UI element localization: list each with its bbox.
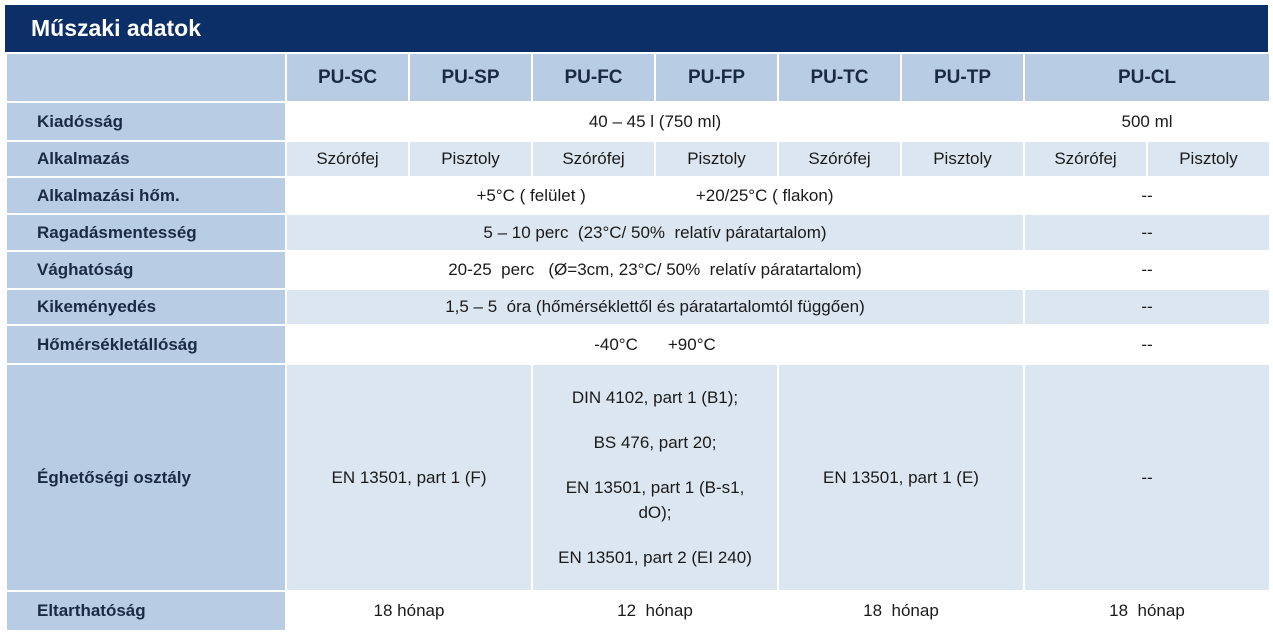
cell: 12 hónap	[531, 590, 779, 632]
row: Kikeményedés 1,5 – 5 óra (hőmérséklettől…	[5, 288, 1271, 326]
row: Hőmérsékletállóság -40°C +90°C --	[5, 324, 1271, 365]
row: Alkalmazás Szórófej Pisztoly Szórófej Pi…	[5, 140, 1271, 178]
cell: --	[1023, 250, 1271, 290]
cell: EN 13501, part 1 (E)	[777, 363, 1025, 592]
text: +5°C ( felület )	[476, 185, 586, 205]
header-row: PU-SC PU-SP PU-FC PU-FP PU-TC PU-TP PU-C…	[5, 52, 1271, 103]
cell: Szórófej	[777, 140, 902, 178]
row: Alkalmazási hőm. +5°C ( felület ) +20/25°…	[5, 176, 1271, 215]
row-label: Alkalmazás	[5, 140, 287, 178]
cell: 5 – 10 perc (23°C/ 50% relatív páratarta…	[285, 213, 1025, 252]
row-label: Kiadósság	[5, 101, 287, 142]
spec-table: PU-SC PU-SP PU-FC PU-FP PU-TC PU-TP PU-C…	[5, 52, 1271, 632]
col-head: PU-SP	[408, 52, 533, 103]
cell: 1,5 – 5 óra (hőmérséklettől és páratarta…	[285, 288, 1025, 326]
cell: 18 hónap	[285, 590, 533, 632]
text-line: BS 476, part 20;	[593, 433, 717, 452]
cell: --	[1023, 213, 1271, 252]
cell: 20-25 perc (Ø=3cm, 23°C/ 50% relatív pár…	[285, 250, 1025, 290]
cell: 18 hónap	[777, 590, 1025, 632]
cell: Szórófej	[1023, 140, 1148, 178]
text: +90°C	[667, 334, 716, 354]
col-head: PU-FP	[654, 52, 779, 103]
cell: 18 hónap	[1023, 590, 1271, 632]
cell: Szórófej	[531, 140, 656, 178]
cell: Pisztoly	[408, 140, 533, 178]
text: -40°C	[594, 334, 638, 354]
cell: Pisztoly	[1146, 140, 1271, 178]
col-head: PU-SC	[285, 52, 410, 103]
cell: Pisztoly	[654, 140, 779, 178]
cell: Pisztoly	[900, 140, 1025, 178]
row-label: Eltarthatóság	[5, 590, 287, 632]
row-label: Éghetőségi osztály	[5, 363, 287, 592]
cell: --	[1023, 324, 1271, 365]
text-line: DIN 4102, part 1 (B1);	[571, 388, 739, 407]
row-label: Kikeményedés	[5, 288, 287, 326]
row-label: Hőmérsékletállóság	[5, 324, 287, 365]
text-line: EN 13501, part 1 (B-s1, dO);	[565, 478, 750, 522]
cell: 40 – 45 l (750 ml)	[285, 101, 1025, 142]
text: +20/25°C ( flakon)	[695, 185, 834, 205]
cell: EN 13501, part 1 (F)	[285, 363, 533, 592]
text-line: EN 13501, part 2 (EI 240)	[558, 548, 752, 567]
col-head: PU-CL	[1023, 52, 1271, 103]
cell: --	[1023, 288, 1271, 326]
cell: DIN 4102, part 1 (B1); BS 476, part 20; …	[531, 363, 779, 592]
title: Műszaki adatok	[5, 5, 1268, 52]
cell: --	[1023, 176, 1271, 215]
row-label: Alkalmazási hőm.	[5, 176, 287, 215]
row: Éghetőségi osztály EN 13501, part 1 (F) …	[5, 363, 1271, 592]
row-label: Ragadásmentesség	[5, 213, 287, 252]
row: Eltarthatóság 18 hónap 12 hónap 18 hónap…	[5, 590, 1271, 632]
cell: +5°C ( felület ) +20/25°C ( flakon)	[285, 176, 1025, 215]
col-head: PU-TC	[777, 52, 902, 103]
cell: --	[1023, 363, 1271, 592]
col-head: PU-TP	[900, 52, 1025, 103]
cell: Szórófej	[285, 140, 410, 178]
page: Műszaki adatok PU-SC PU-SP PU-FC PU-FP P…	[5, 5, 1271, 632]
corner	[5, 52, 287, 103]
col-head: PU-FC	[531, 52, 656, 103]
cell: -40°C +90°C	[285, 324, 1025, 365]
row: Vághatóság 20-25 perc (Ø=3cm, 23°C/ 50% …	[5, 250, 1271, 290]
row: Kiadósság 40 – 45 l (750 ml) 500 ml	[5, 101, 1271, 142]
row-label: Vághatóság	[5, 250, 287, 290]
cell: 500 ml	[1023, 101, 1271, 142]
row: Ragadásmentesség 5 – 10 perc (23°C/ 50% …	[5, 213, 1271, 252]
